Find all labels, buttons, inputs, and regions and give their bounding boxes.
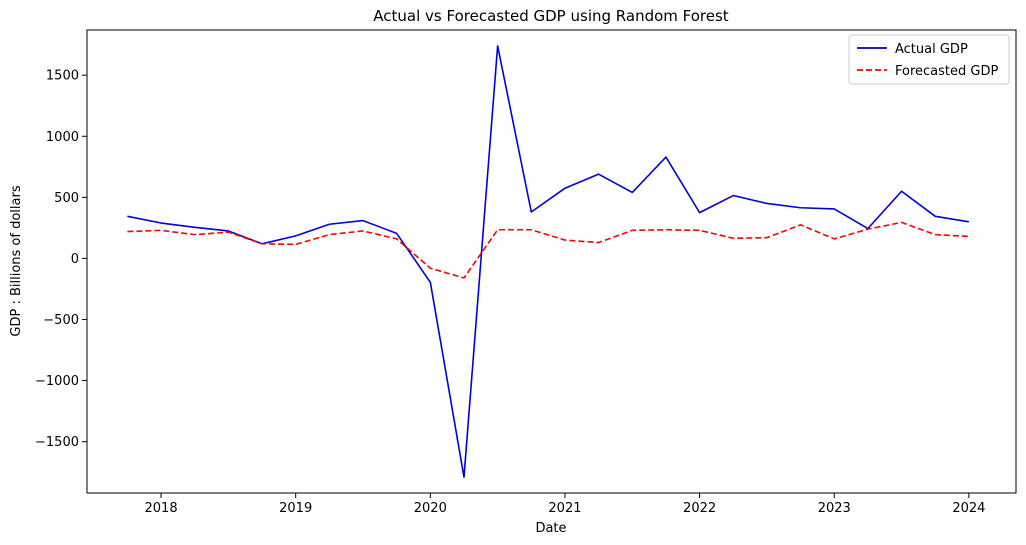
series-line-actual-gdp <box>127 45 970 478</box>
x-tick-label: 2021 <box>548 501 581 516</box>
legend-label-forecast: Forecasted GDP <box>895 64 998 79</box>
x-tick-label: 2022 <box>683 501 716 516</box>
y-tick-label: −1000 <box>35 374 79 389</box>
x-tick-label: 2020 <box>414 501 447 516</box>
series-line-forecasted-gdp <box>127 221 969 279</box>
x-tick-label: 2018 <box>145 501 178 516</box>
x-tick-label: 2024 <box>952 501 985 516</box>
y-tick-label: −500 <box>43 313 79 328</box>
chart-title: Actual vs Forecasted GDP using Random Fo… <box>373 7 729 25</box>
x-tick-label: 2023 <box>818 501 851 516</box>
legend-label-actual: Actual GDP <box>895 42 968 57</box>
legend-box <box>848 34 1010 85</box>
plot-frame <box>86 29 1017 494</box>
y-axis-label: GDP : Billions of dollars <box>9 185 24 336</box>
y-tick-label: 1500 <box>46 69 79 84</box>
y-tick-label: 0 <box>71 252 79 267</box>
legend: Actual GDP Forecasted GDP <box>848 34 1010 85</box>
y-axis: −1500 −1000 −500 0 500 1000 1500 <box>35 69 87 450</box>
y-tick-label: 500 <box>54 191 79 206</box>
x-tick-label: 2019 <box>279 501 312 516</box>
y-tick-label: −1500 <box>35 435 79 450</box>
x-axis-label: Date <box>535 521 566 536</box>
y-tick-label: 1000 <box>46 130 79 145</box>
x-axis: 2018 2019 2020 2021 2022 2023 2024 <box>145 493 985 516</box>
plot-area <box>127 45 970 478</box>
